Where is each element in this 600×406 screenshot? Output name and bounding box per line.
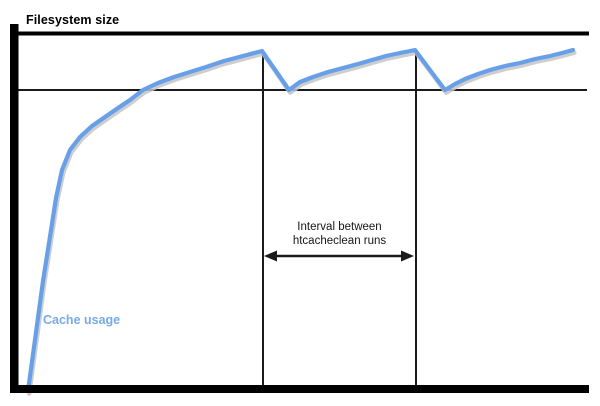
- x-axis: [10, 385, 589, 393]
- cache-usage-curve: [25, 47, 576, 394]
- y-axis: [10, 24, 19, 393]
- interval-annotation: Interval between htcacheclean runs: [263, 220, 416, 248]
- interval-annotation-line2: htcacheclean runs: [292, 235, 387, 247]
- filesystem-size-label: Filesystem size: [26, 13, 120, 27]
- cache-usage-label: Cache usage: [43, 313, 121, 327]
- arrow-head-left: [264, 250, 277, 262]
- arrow-head-right: [401, 250, 414, 262]
- interval-annotation-line1: Interval between: [297, 221, 382, 233]
- cache-usage-curve-shadow: [26, 50, 577, 396]
- interval-arrow: [264, 250, 414, 262]
